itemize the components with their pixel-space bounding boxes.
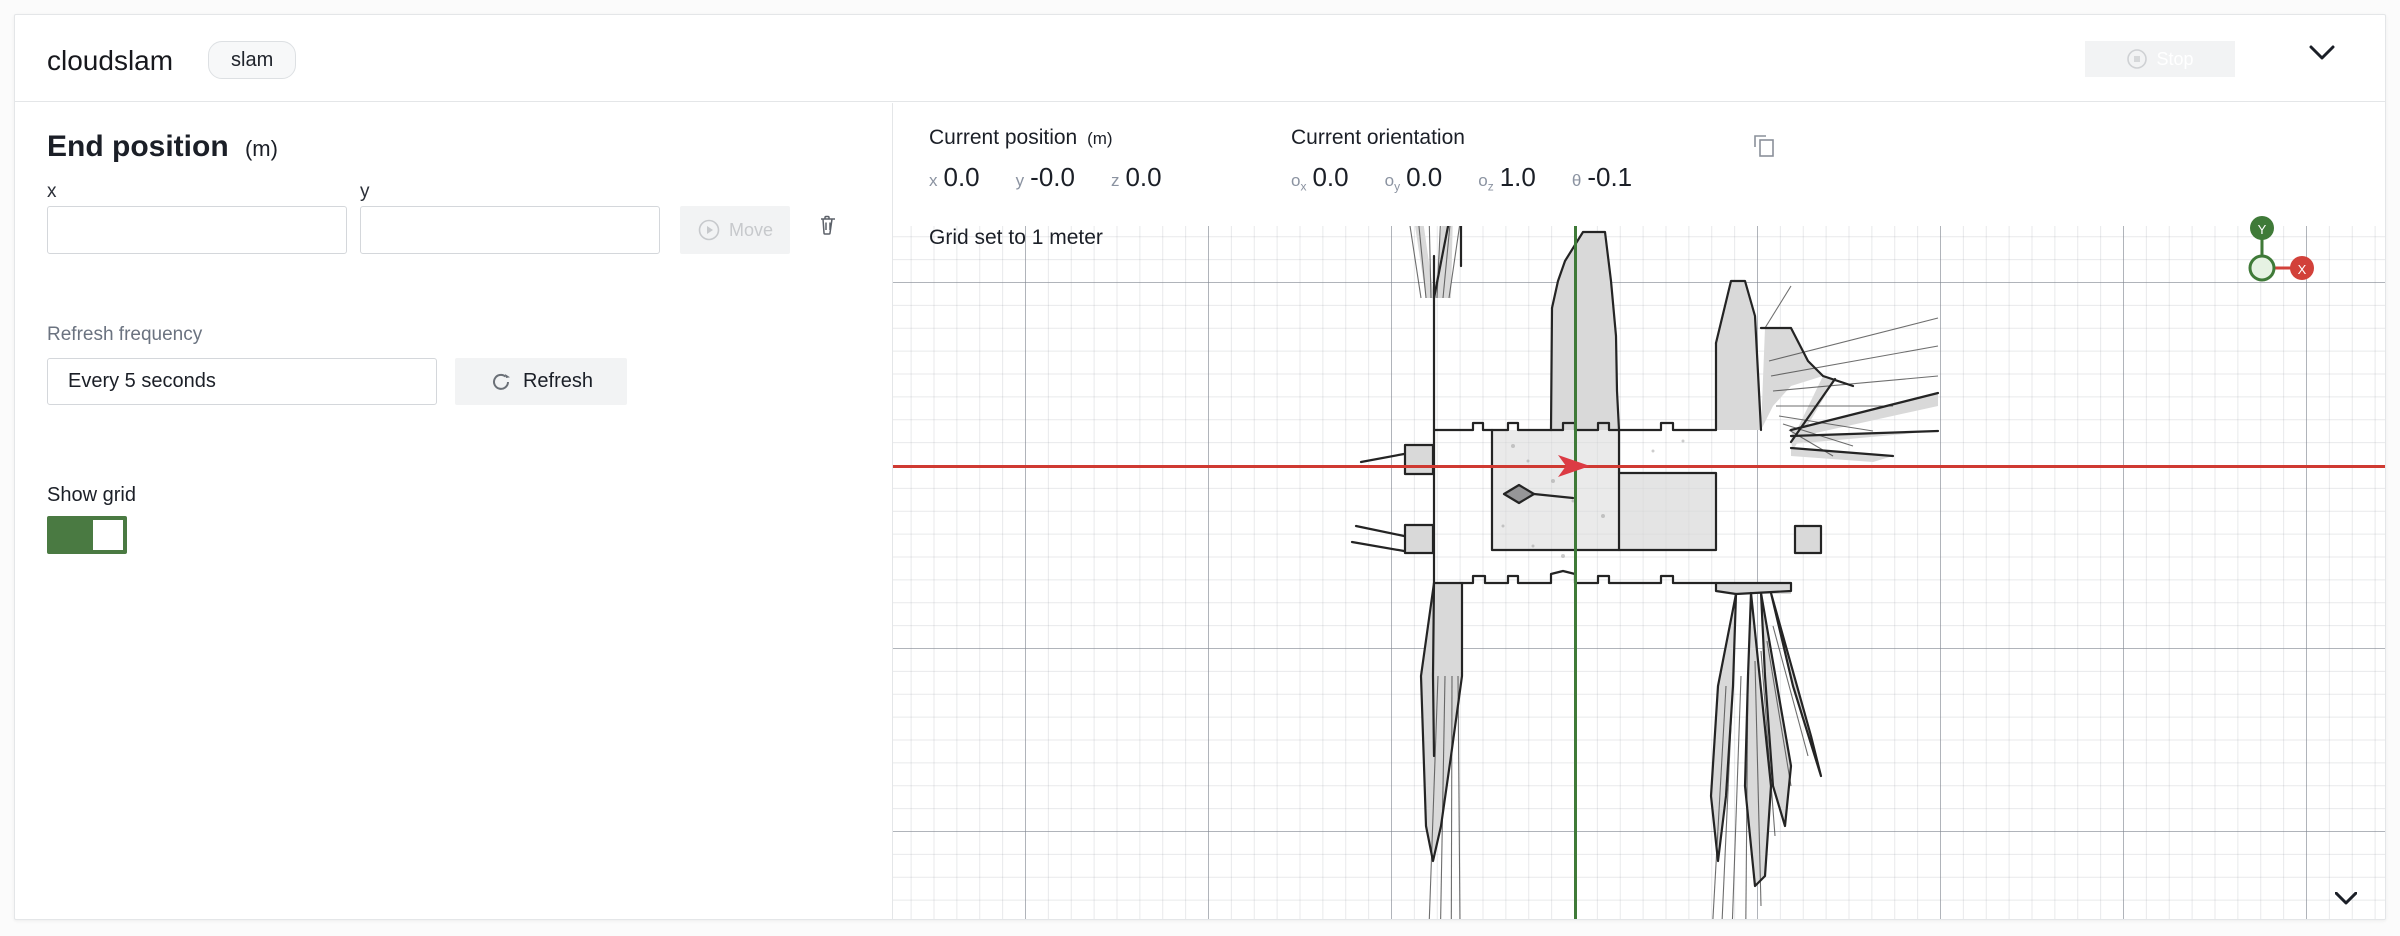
svg-text:X: X xyxy=(2298,262,2307,277)
svg-text:Y: Y xyxy=(2258,222,2267,237)
